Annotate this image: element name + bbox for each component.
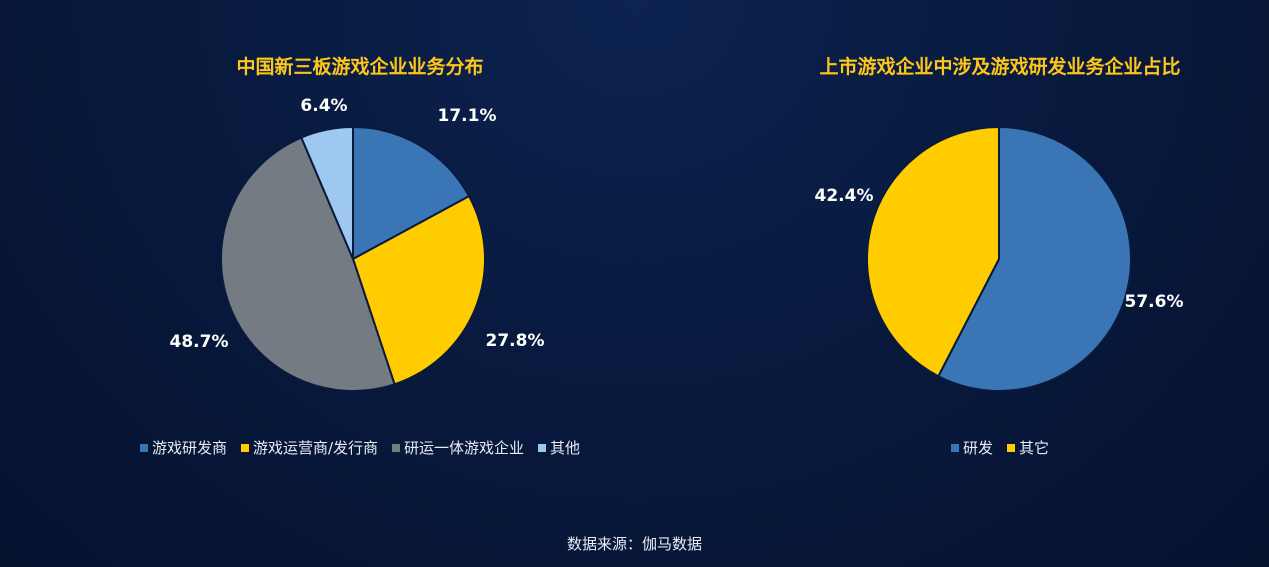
pie-svg: 57.6% 42.4% — [815, 125, 1184, 392]
data-label-1: 57.6% — [1125, 292, 1184, 312]
legend-label: 研运一体游戏企业 — [404, 439, 525, 457]
legend-item-operator-publisher: 游戏运营商/发行商 — [240, 437, 379, 458]
legend-item-other: 其他 — [538, 437, 580, 458]
legend-swatch — [240, 443, 249, 452]
legend: 研发 其它 — [760, 437, 1240, 458]
data-label-1: 17.1% — [438, 106, 497, 126]
legend-label: 研发 — [962, 439, 993, 457]
chart-title: 上市游戏企业中涉及游戏研发业务企业占比 — [819, 56, 1181, 78]
legend-item-other: 其它 — [1007, 437, 1049, 458]
legend-label: 游戏运营商/发行商 — [252, 439, 379, 457]
legend-label: 游戏研发商 — [151, 439, 227, 457]
data-label-3: 48.7% — [170, 332, 229, 352]
legend-swatch — [139, 443, 148, 452]
legend-item-game-developer: 游戏研发商 — [139, 437, 227, 458]
pie-slice-4 — [300, 125, 354, 260]
pie-svg: 17.1% 27.8% 48.7% 6.4% — [170, 96, 545, 392]
legend-item-integrated: 研运一体游戏企业 — [392, 437, 524, 458]
legend-item-rd: 研发 — [950, 437, 993, 458]
data-label-2: 42.4% — [815, 186, 874, 206]
legend-label: 其它 — [1019, 439, 1050, 457]
pie-chart-business-distribution: 中国新三板游戏企业业务分布 17.1% 27.8% 48.7% 6.4% 游戏研发商 … — [60, 0, 660, 500]
pie-slice-2 — [351, 194, 486, 386]
data-label-2: 27.8% — [486, 331, 545, 351]
legend-swatch — [950, 443, 959, 452]
legend-swatch — [392, 443, 401, 452]
data-source-note: 数据来源：伽马数据 — [566, 535, 702, 553]
pie-slice-3 — [220, 136, 396, 392]
chart-title: 中国新三板游戏企业业务分布 — [236, 56, 484, 78]
pie-slice-2 — [866, 125, 1000, 378]
pie-slice-1 — [936, 125, 1132, 392]
data-label-4: 6.4% — [300, 96, 347, 116]
legend: 游戏研发商 游戏运营商/发行商 研运一体游戏企业 其他 — [60, 437, 660, 458]
pie-chart-rd-share: 上市游戏企业中涉及游戏研发业务企业占比 57.6% 42.4% 研发 其它 — [760, 0, 1240, 500]
legend-swatch — [1007, 443, 1015, 452]
legend-swatch — [538, 443, 547, 452]
pie-slice-1 — [352, 125, 471, 261]
legend-label: 其他 — [550, 439, 581, 457]
